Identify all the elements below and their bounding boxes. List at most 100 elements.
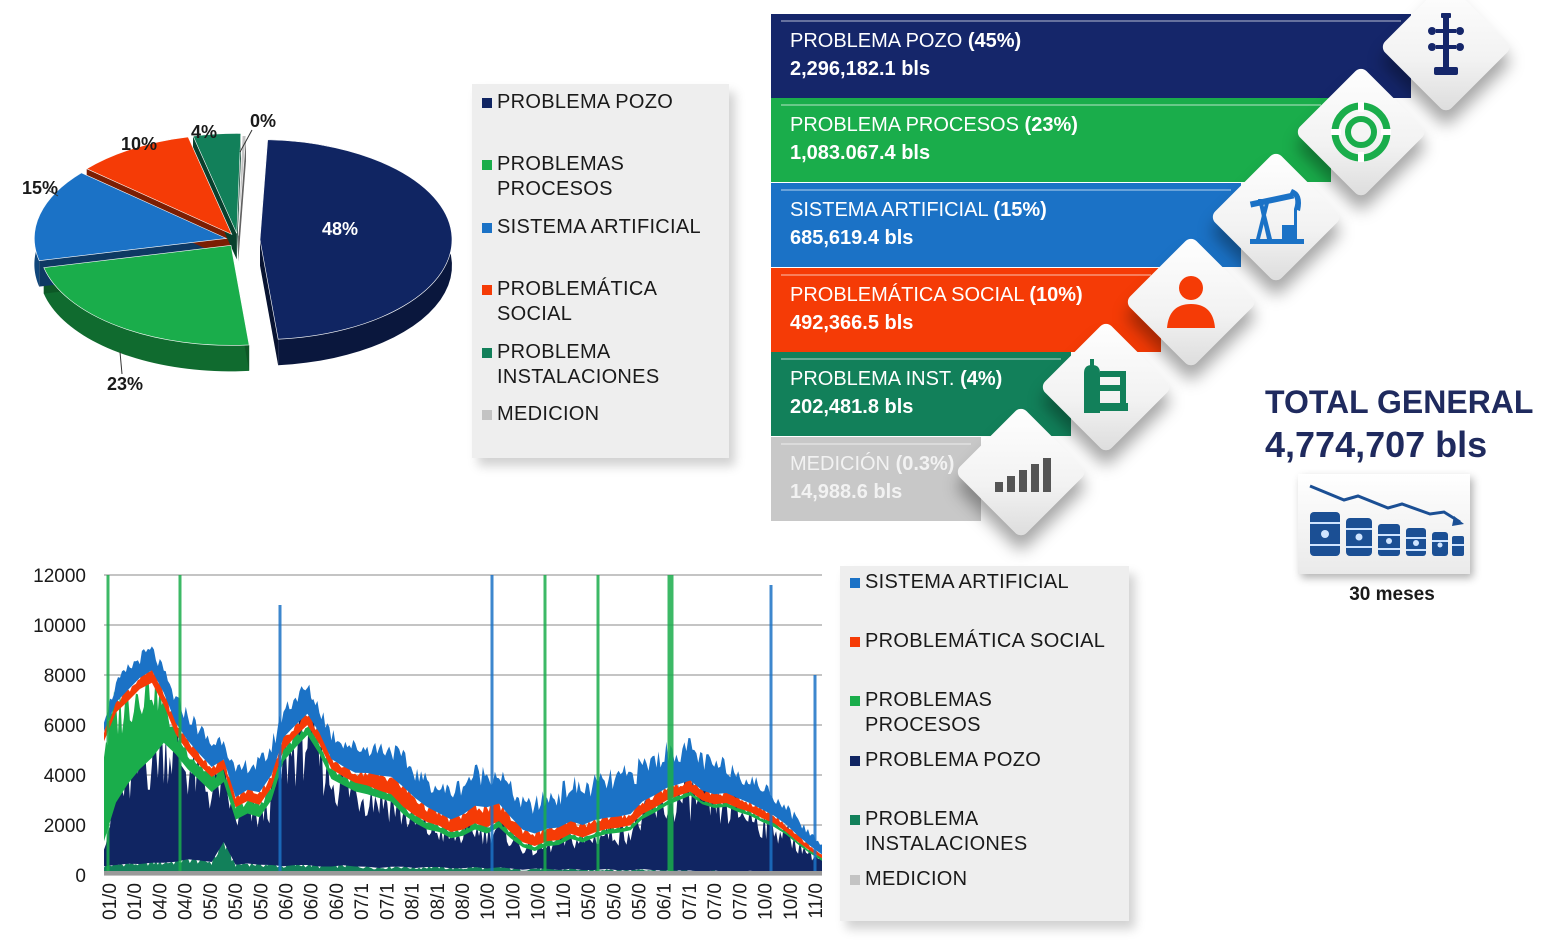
summary-bar-title: MEDICIÓN (0.3%) xyxy=(790,452,954,476)
pie-chart: 48% 23% 15% 10% 4% 0% xyxy=(22,111,453,394)
y-tick-label: 0 xyxy=(75,866,86,887)
area-legend-item: PROBLEMÁTICA SOCIAL xyxy=(850,629,1105,654)
pie-legend: PROBLEMA POZO PROBLEMAS PROCESOS SISTEMA… xyxy=(472,84,729,458)
summary-bar-medicion: MEDICIÓN (0.3%) 14,988.6 bls xyxy=(771,437,981,521)
summary-category: MEDICIÓN xyxy=(790,453,890,475)
pie-slice xyxy=(192,133,242,234)
pie-data-label: 0% xyxy=(250,111,276,131)
legend-swatch xyxy=(482,223,492,233)
pie-slice xyxy=(237,135,247,236)
x-tick-label: 05/0 xyxy=(251,883,272,920)
legend-label: PROBLEMA INSTALACIONES xyxy=(865,808,1028,855)
x-tick-label: 05/0 xyxy=(630,883,651,920)
x-tick-label: 05/0 xyxy=(604,883,625,920)
x-tick-label: 07/0 xyxy=(705,883,726,920)
area-spike xyxy=(596,575,600,875)
baseline xyxy=(104,871,822,875)
pie-legend-item: PROBLEMA INSTALACIONES xyxy=(482,340,672,390)
legend-label: PROBLEMAS PROCESOS xyxy=(497,153,625,200)
legend-label: PROBLEMÁTICA SOCIAL xyxy=(497,278,657,325)
summary-bar-title: SISTEMA ARTIFICIAL (15%) xyxy=(790,198,1047,222)
x-tick-label: 08/0 xyxy=(453,883,474,920)
legend-label: PROBLEMA INSTALACIONES xyxy=(497,341,660,388)
summary-category: PROBLEMÁTICA SOCIAL xyxy=(790,284,1024,306)
x-tick-label: 06/0 xyxy=(302,883,323,920)
x-tick-label: 10/0 xyxy=(781,883,802,920)
x-tick-label: 01/0 xyxy=(125,883,146,920)
summary-bar-title: PROBLEMÁTICA SOCIAL (10%) xyxy=(790,283,1083,307)
x-tick-label: 10/0 xyxy=(529,883,550,920)
area-legend-item: PROBLEMA POZO xyxy=(850,748,1041,773)
x-tick-label: 07/1 xyxy=(680,883,701,920)
x-tick-label: 11/0 xyxy=(554,883,575,919)
pumpjack-icon xyxy=(1249,189,1304,244)
legend-swatch xyxy=(850,815,860,825)
area-series xyxy=(104,667,822,859)
pie-legend-item: PROBLEMA POZO xyxy=(482,90,673,115)
x-tick-label: 11/0 xyxy=(806,883,827,919)
person-icon xyxy=(1167,276,1215,328)
y-tick-label: 4000 xyxy=(44,766,86,787)
pie-slice xyxy=(34,172,228,262)
area-spike xyxy=(490,575,494,875)
installation-tank-icon xyxy=(1084,359,1128,413)
summary-bar-title: PROBLEMA PROCESOS (23%) xyxy=(790,113,1078,137)
y-tick-label: 12000 xyxy=(33,566,86,587)
summary-percent: (45%) xyxy=(967,30,1022,52)
pie-legend-item: MEDICION xyxy=(482,402,599,427)
legend-swatch xyxy=(850,637,860,647)
area-series xyxy=(104,646,822,855)
process-cycle-icon xyxy=(1331,102,1391,162)
legend-swatch xyxy=(482,285,492,295)
x-tick-label: 08/1 xyxy=(403,883,424,920)
x-tick-label: 04/0 xyxy=(150,883,171,920)
summary-bar-problematica-social: PROBLEMÁTICA SOCIAL (10%) 492,366.5 bls xyxy=(771,268,1161,352)
x-tick-label: 05/0 xyxy=(579,883,600,920)
area-spike xyxy=(813,675,817,875)
pie-data-label: 15% xyxy=(22,178,58,198)
x-tick-label: 07/1 xyxy=(377,883,398,920)
summary-percent: (0.3%) xyxy=(895,453,955,475)
x-tick-label: 01/0 xyxy=(100,883,121,920)
period-label: 30 meses xyxy=(1349,584,1435,605)
pie-slice xyxy=(259,139,453,340)
summary-bar-problema-pozo: PROBLEMA POZO (45%) 2,296,182.1 bls xyxy=(771,14,1411,98)
y-tick-label: 10000 xyxy=(33,616,86,637)
total-title: TOTAL GENERAL xyxy=(1265,384,1534,420)
summary-percent: (4%) xyxy=(960,368,1003,390)
area-spike xyxy=(769,585,773,875)
y-tick-label: 6000 xyxy=(44,716,86,737)
summary-volume: 202,481.8 bls xyxy=(790,396,914,418)
pie-slice-wall xyxy=(43,267,250,372)
x-tick-label: 10/0 xyxy=(478,883,499,920)
area-spike xyxy=(106,575,110,875)
summary-volume: 1,083.067.4 bls xyxy=(790,142,931,164)
legend-swatch xyxy=(482,348,492,358)
area-legend-item: PROBLEMAS PROCESOS xyxy=(850,688,1020,738)
pie-slice-edge xyxy=(238,135,246,262)
legend-swatch xyxy=(850,875,860,885)
leader-line xyxy=(119,351,123,375)
summary-bar-title: PROBLEMA INST. (4%) xyxy=(790,367,1002,391)
measurement-bars-icon xyxy=(995,458,1051,492)
summary-volume: 14,988.6 bls xyxy=(790,481,903,503)
legend-swatch xyxy=(850,756,860,766)
pie-data-label: 4% xyxy=(191,122,217,142)
x-tick-label: 07/0 xyxy=(730,883,751,920)
area-legend-item: SISTEMA ARTIFICIAL xyxy=(850,570,1069,595)
summary-category: PROBLEMA INST. xyxy=(790,368,955,390)
area-spike xyxy=(278,605,282,875)
summary-category: PROBLEMA POZO xyxy=(790,30,963,52)
area-legend-item: MEDICION xyxy=(850,867,967,892)
barrels-decline-icon xyxy=(1309,484,1464,556)
pie-data-label: 48% xyxy=(322,219,358,239)
pie-data-label: 23% xyxy=(107,374,143,394)
x-tick-label: 06/0 xyxy=(277,883,298,920)
oil-well-icon xyxy=(1428,13,1464,75)
summary-volume: 492,366.5 bls xyxy=(790,312,914,334)
x-tick-label: 07/1 xyxy=(352,883,373,920)
pie-slice-edge xyxy=(259,239,279,366)
area-spike xyxy=(178,575,182,875)
pie-legend-item: PROBLEMAS PROCESOS xyxy=(482,152,642,202)
